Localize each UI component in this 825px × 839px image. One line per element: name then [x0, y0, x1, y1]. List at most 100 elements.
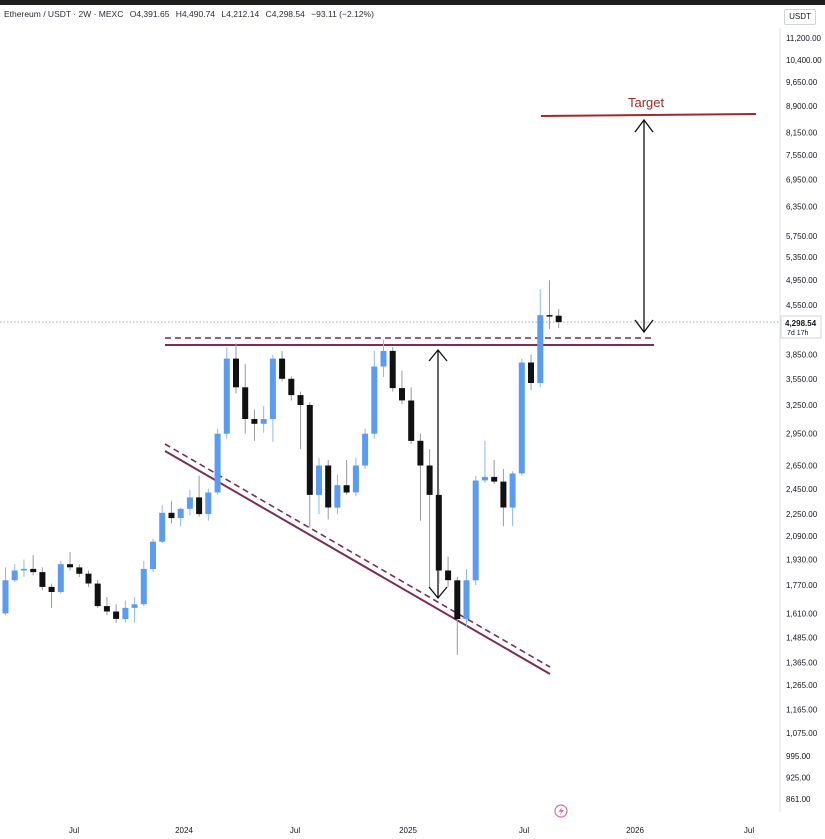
price-tick-label: 2,950.00 [786, 430, 818, 439]
candle-up[interactable] [537, 315, 544, 383]
candle-down[interactable] [500, 481, 507, 508]
candle-down[interactable] [491, 476, 498, 482]
lightning-icon[interactable] [554, 804, 568, 818]
time-tick-label: Jul [519, 826, 529, 835]
candle-down[interactable] [546, 315, 553, 317]
candle-up[interactable] [214, 433, 221, 493]
price-scale[interactable]: 11,200.00 10,400.00 9,650.00 8,900.00 8,150.… [786, 34, 822, 804]
candle-up[interactable] [316, 465, 322, 495]
candle-down[interactable] [233, 358, 239, 388]
candle-up[interactable] [159, 512, 166, 542]
candle-down[interactable] [279, 358, 286, 379]
candle-down[interactable] [435, 494, 442, 571]
price-tick-label: 995.00 [786, 752, 811, 761]
symbol-name[interactable]: Ethereum / USDT · 2W · MEXC [4, 9, 124, 19]
currency-selector[interactable]: USDT [784, 9, 816, 25]
candle-down[interactable] [48, 586, 55, 592]
candle-up[interactable] [140, 568, 147, 605]
price-tick-label: 4,550.00 [786, 301, 818, 310]
candle-down[interactable] [408, 400, 415, 441]
candle-up[interactable] [362, 433, 369, 466]
price-tick-label: 925.00 [786, 774, 811, 783]
candle-up[interactable] [150, 541, 156, 569]
candle-down[interactable] [242, 387, 249, 419]
candle-up[interactable] [371, 366, 378, 434]
price-tick-label: 9,650.00 [786, 78, 818, 87]
candle-up[interactable] [20, 568, 27, 571]
candle-down[interactable] [168, 512, 175, 519]
price-tick-label: 5,350.00 [786, 253, 818, 262]
candle-down[interactable] [306, 405, 313, 495]
price-tick-label: 1,930.00 [786, 556, 818, 565]
candle-up[interactable] [334, 485, 341, 508]
candle-down[interactable] [555, 315, 562, 323]
candle-down[interactable] [445, 570, 452, 581]
pattern-drawings[interactable] [164, 113, 757, 675]
target-line[interactable] [540, 113, 757, 117]
candle-up[interactable] [186, 497, 193, 509]
candle-down[interactable] [76, 567, 83, 574]
candle-down[interactable] [251, 419, 258, 424]
price-tick-label: 10,400.00 [786, 56, 822, 65]
candle-down[interactable] [103, 606, 110, 612]
candle-up[interactable] [122, 607, 129, 619]
candle-down[interactable] [417, 440, 424, 466]
support-trendline[interactable] [164, 450, 551, 675]
high-value: H4,490.74 [175, 9, 216, 19]
candle-down[interactable] [30, 568, 37, 573]
candle-up[interactable] [481, 476, 488, 481]
candle-down[interactable] [85, 573, 92, 584]
support-dashed-trendline[interactable] [164, 443, 551, 668]
candle-down[interactable] [389, 350, 396, 389]
price-tick-label: 2,090.00 [786, 532, 818, 541]
time-scale[interactable]: Jul 2024 Jul 2025 Jul 2026 Jul [69, 826, 754, 835]
target-projection-arrow[interactable] [634, 118, 654, 334]
candle-up[interactable] [11, 570, 18, 581]
candle-up[interactable] [269, 358, 276, 419]
price-tick-label: 5,750.00 [786, 232, 818, 241]
candle-down[interactable] [39, 572, 46, 587]
candle-up[interactable] [518, 362, 525, 474]
candle-up[interactable] [352, 465, 359, 493]
price-tick-label: 6,350.00 [786, 202, 818, 211]
candle-down[interactable] [196, 497, 203, 515]
price-tick-label: 2,450.00 [786, 485, 818, 494]
price-tick-label: 7,550.00 [786, 151, 818, 160]
price-tick-label: 8,150.00 [786, 128, 818, 137]
candle-up[interactable] [260, 419, 267, 424]
price-tick-label: 6,950.00 [786, 176, 818, 185]
candle-up[interactable] [509, 473, 516, 508]
price-tick-label: 2,650.00 [786, 462, 818, 471]
candle-up[interactable] [223, 358, 230, 434]
open-value: O4,391.65 [129, 9, 170, 19]
candle-up[interactable] [205, 492, 212, 515]
candle-up[interactable] [2, 580, 9, 614]
price-tick-label: 11,200.00 [786, 34, 822, 43]
price-tick-label: 3,850.00 [786, 351, 818, 360]
candle-down[interactable] [94, 583, 101, 607]
candle-up[interactable] [57, 564, 64, 592]
price-tick-label: 1,165.00 [786, 705, 818, 714]
candle-down[interactable] [288, 378, 295, 396]
candles [2, 280, 562, 655]
candle-up[interactable] [131, 604, 138, 608]
candle-down[interactable] [113, 611, 120, 619]
candle-up[interactable] [463, 580, 470, 619]
candle-up[interactable] [472, 480, 479, 581]
price-tick-label: 1,485.00 [786, 633, 818, 642]
price-tick-label: 1,365.00 [786, 658, 818, 667]
candle-down[interactable] [426, 465, 433, 495]
candle-up[interactable] [177, 508, 184, 518]
symbol-header: Ethereum / USDT · 2W · MEXC O4,391.65 H4… [4, 9, 378, 19]
window-top-bar [0, 0, 825, 5]
candle-up[interactable] [380, 350, 387, 367]
candle-down[interactable] [454, 580, 461, 619]
candle-down[interactable] [528, 362, 534, 384]
candle-down[interactable] [399, 388, 405, 401]
candle-down[interactable] [67, 564, 73, 568]
time-tick-label: Jul [69, 826, 79, 835]
candle-down[interactable] [297, 395, 304, 405]
candle-down[interactable] [343, 485, 350, 493]
candle-down[interactable] [325, 465, 332, 508]
